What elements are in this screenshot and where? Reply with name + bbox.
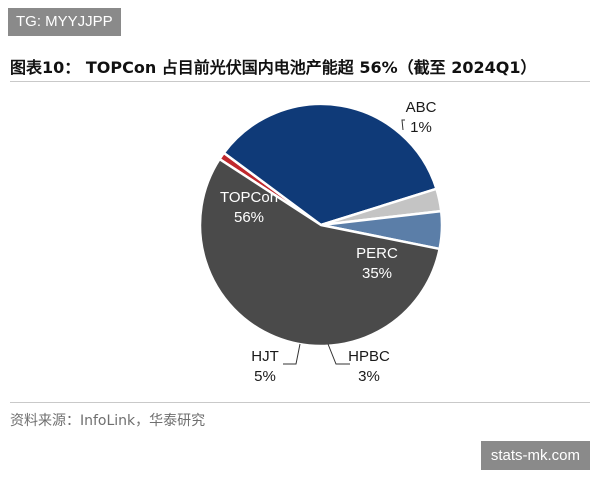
slice-value-hpbc: 3%: [358, 368, 380, 385]
slice-label-perc: PERC: [356, 245, 398, 262]
source-note: 资料来源：InfoLink，华泰研究: [10, 413, 206, 429]
slice-value-topcon: 56%: [234, 209, 264, 226]
watermark-tag: TG: MYYJJPP: [8, 8, 121, 36]
slice-value-abc: 1%: [410, 119, 432, 136]
slice-value-perc: 35%: [362, 265, 392, 282]
site-watermark: stats-mk.com: [480, 441, 590, 470]
pie-chart-svg: ABC 1% PERC 35% HPBC 3% HJT 5% TOPCon 56%: [198, 99, 444, 385]
slice-value-hjt: 5%: [254, 368, 276, 385]
title-divider: [10, 81, 590, 82]
slice-label-abc: ABC: [406, 99, 437, 116]
source-divider: [10, 402, 590, 403]
pie-chart: ABC 1% PERC 35% HPBC 3% HJT 5% TOPCon 56%: [0, 82, 600, 400]
chart-title: 图表10： TOPCon 占目前光伏国内电池产能超 56%（截至 2024Q1）: [10, 58, 537, 77]
pie-slice-perc: [222, 102, 439, 227]
leader-line-hjt: [283, 343, 301, 365]
slice-label-hpbc: HPBC: [348, 348, 390, 365]
slice-label-topcon: TOPCon: [220, 189, 278, 206]
leader-line-hpbc: [327, 343, 350, 365]
slice-label-hjt: HJT: [251, 348, 279, 365]
pie-slice-topcon: [198, 157, 442, 348]
leader-line-abc: [401, 119, 405, 131]
